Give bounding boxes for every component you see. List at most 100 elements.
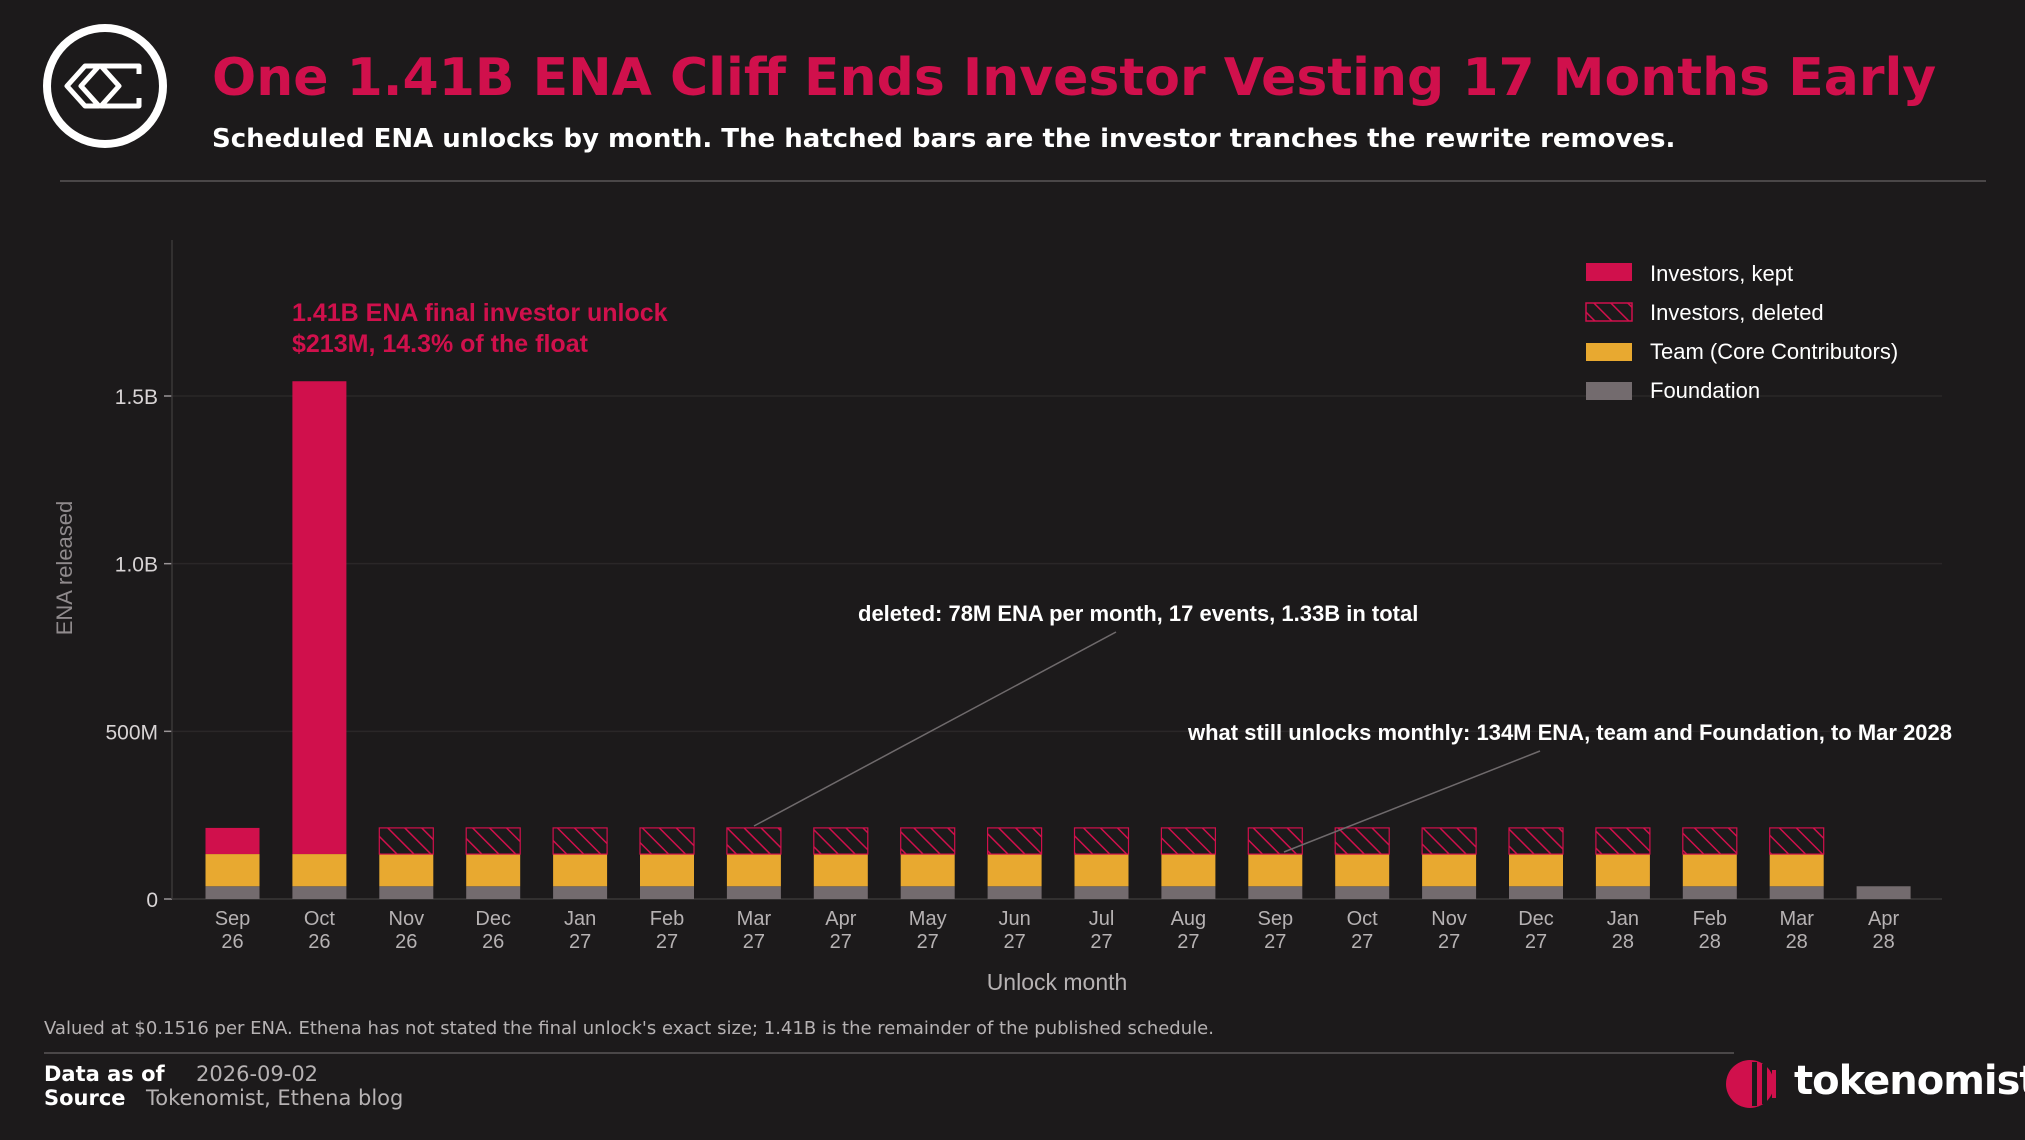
y-tick-label: 1.0B bbox=[115, 554, 158, 577]
bar-team bbox=[1335, 854, 1390, 887]
bar-team bbox=[379, 854, 434, 887]
bar-foundation bbox=[466, 886, 521, 899]
bar-foundation bbox=[813, 886, 868, 899]
tokenomist-logo-icon bbox=[1726, 1060, 1776, 1108]
data-as-of-value: 2026-09-02 bbox=[196, 1062, 319, 1086]
x-tick-label-year: 27 bbox=[1177, 931, 1199, 953]
x-tick-label-year: 28 bbox=[1612, 931, 1634, 953]
bar-foundation bbox=[1074, 886, 1129, 899]
y-tick-label: 0 bbox=[146, 889, 158, 912]
legend-swatch-investors-kept bbox=[1586, 263, 1632, 281]
legend-swatch-foundation bbox=[1586, 382, 1632, 400]
x-tick-label-year: 27 bbox=[569, 931, 591, 953]
bar-investors-deleted bbox=[1073, 827, 1130, 855]
x-tick-label-year: 27 bbox=[830, 931, 852, 953]
x-tick-label-month: Nov bbox=[389, 908, 425, 930]
x-tick-label-month: Oct bbox=[1347, 908, 1379, 930]
bar-team bbox=[292, 854, 347, 887]
bar-foundation bbox=[553, 886, 608, 899]
bar-team bbox=[1509, 854, 1563, 887]
bar-investors-deleted bbox=[1421, 827, 1477, 855]
x-tick-label-month: Dec bbox=[475, 908, 511, 930]
bar-team bbox=[640, 854, 694, 887]
x-tick-label-year: 27 bbox=[656, 931, 678, 953]
x-tick-label-month: Mar bbox=[1779, 908, 1814, 930]
x-tick-label-year: 28 bbox=[1699, 931, 1721, 953]
bar-investors-deleted bbox=[1769, 827, 1825, 855]
bar-foundation bbox=[726, 886, 781, 899]
bar-team bbox=[1769, 854, 1824, 887]
x-tick-label-month: Apr bbox=[825, 908, 856, 930]
x-tick-label-year: 28 bbox=[1872, 931, 1894, 953]
annotation-deleted-leader bbox=[753, 631, 1117, 827]
annotation-remaining: what still unlocks monthly: 134M ENA, te… bbox=[1187, 720, 1952, 745]
footnote: Valued at $0.1516 per ENA. Ethena has no… bbox=[44, 1018, 1214, 1039]
bar-investors-kept bbox=[292, 381, 347, 855]
x-tick-label-year: 26 bbox=[221, 931, 243, 953]
footer-divider bbox=[44, 1052, 1734, 1054]
bar-foundation bbox=[987, 886, 1042, 899]
data-as-of-label: Data as of bbox=[44, 1062, 165, 1086]
bar-team bbox=[813, 854, 868, 887]
bar-investors-deleted bbox=[900, 827, 956, 855]
legend-swatch-team bbox=[1586, 343, 1632, 361]
annotation-deleted: deleted: 78M ENA per month, 17 events, 1… bbox=[858, 601, 1418, 626]
bar-investors-deleted bbox=[1247, 827, 1303, 855]
x-tick-label-month: Jan bbox=[564, 908, 596, 930]
bar-team bbox=[1248, 854, 1303, 887]
annotation-peak-line2: $213M, 14.3% of the float bbox=[292, 330, 589, 358]
page-subtitle: Scheduled ENA unlocks by month. The hatc… bbox=[212, 124, 1676, 154]
ethena-logo-icon bbox=[43, 24, 167, 148]
bar-team bbox=[553, 854, 608, 887]
bar-foundation bbox=[1769, 886, 1824, 899]
x-tick-label-month: Aug bbox=[1171, 908, 1207, 930]
bar-investors-deleted bbox=[726, 827, 782, 855]
bar-investors-deleted bbox=[1508, 827, 1564, 855]
legend: Investors, kept Investors, deleted Team … bbox=[1585, 261, 1898, 403]
bar-team bbox=[466, 854, 521, 887]
bar-investors-deleted bbox=[813, 827, 869, 855]
header-divider bbox=[60, 180, 1986, 182]
bar-foundation bbox=[1595, 886, 1650, 899]
x-tick-label-month: Oct bbox=[304, 908, 336, 930]
x-tick-label-month: Nov bbox=[1431, 908, 1467, 930]
annotation-remaining-leader bbox=[1283, 750, 1541, 853]
x-tick-label-month: Sep bbox=[1258, 908, 1294, 930]
bar-investors-deleted bbox=[378, 827, 434, 855]
bar-foundation bbox=[292, 886, 347, 899]
x-tick-label-month: Sep bbox=[215, 908, 251, 930]
bar-investors-deleted bbox=[986, 827, 1043, 855]
bar-team bbox=[1074, 854, 1129, 887]
bar-investors-deleted bbox=[1160, 827, 1217, 855]
bar-foundation bbox=[1248, 886, 1303, 899]
bar-team bbox=[205, 854, 260, 887]
source-value: Tokenomist, Ethena blog bbox=[146, 1086, 404, 1110]
bar-investors-deleted bbox=[552, 827, 608, 855]
x-tick-label-year: 27 bbox=[1264, 931, 1286, 953]
x-tick-label-year: 26 bbox=[308, 931, 330, 953]
bar-foundation bbox=[1335, 886, 1390, 899]
page-title: One 1.41B ENA Cliff Ends Investor Vestin… bbox=[212, 48, 1937, 108]
bar-investors-deleted bbox=[1334, 827, 1390, 855]
x-tick-label-year: 27 bbox=[1525, 931, 1547, 953]
bar-team bbox=[1682, 854, 1737, 887]
x-tick-label-month: Apr bbox=[1868, 908, 1899, 930]
bar-foundation bbox=[205, 886, 260, 899]
bar-foundation bbox=[1509, 886, 1563, 899]
bar-team bbox=[1595, 854, 1650, 887]
x-tick-label-year: 28 bbox=[1786, 931, 1808, 953]
bar-investors-deleted bbox=[465, 827, 521, 855]
x-tick-label-month: Feb bbox=[1693, 908, 1727, 930]
legend-label-foundation: Foundation bbox=[1650, 378, 1760, 403]
x-tick-label-year: 26 bbox=[395, 931, 417, 953]
x-tick-label-year: 27 bbox=[1090, 931, 1112, 953]
brand-name: tokenomist bbox=[1794, 1058, 2025, 1104]
bar-investors-deleted bbox=[639, 827, 695, 855]
legend-swatch-investors-deleted bbox=[1585, 302, 1633, 322]
legend-label-investors-deleted: Investors, deleted bbox=[1650, 300, 1824, 325]
bar-team bbox=[987, 854, 1042, 887]
x-axis-label: Unlock month bbox=[987, 969, 1128, 995]
x-tick-label-year: 27 bbox=[1351, 931, 1373, 953]
x-tick-label-year: 27 bbox=[743, 931, 765, 953]
